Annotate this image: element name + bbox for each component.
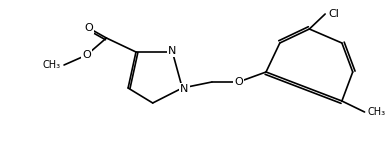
Text: CH₃: CH₃ [43, 60, 61, 70]
Text: N: N [168, 46, 177, 56]
Text: O: O [84, 23, 93, 33]
Text: N: N [180, 84, 188, 94]
Text: CH₃: CH₃ [368, 107, 385, 117]
Text: O: O [82, 50, 91, 60]
Text: Cl: Cl [328, 9, 339, 19]
Text: O: O [234, 77, 243, 87]
